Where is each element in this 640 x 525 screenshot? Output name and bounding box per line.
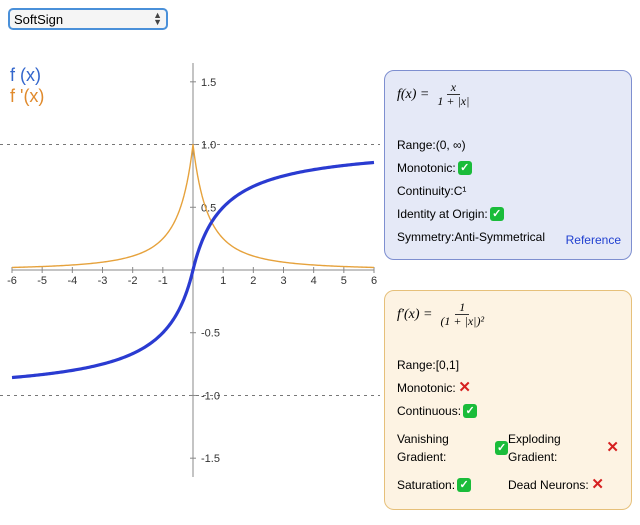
fp-range-label: Range: — [397, 356, 436, 374]
function-chart: -6 -5 -4 -3 -2 -1 1 2 3 4 5 6 -1.5 -1.0 -0.5 0.5 1.0 1.5 — [0, 55, 380, 485]
fp-formula-den: (1 + |x|)² — [436, 315, 488, 328]
svg-text:2: 2 — [250, 275, 256, 287]
prop-label: Saturation: — [397, 476, 455, 494]
svg-text:1.0: 1.0 — [201, 140, 216, 152]
prop-value: C¹ — [454, 182, 467, 200]
f-prop: Monotonic:✓ — [397, 159, 619, 177]
svg-text:0.5: 0.5 — [201, 202, 216, 214]
fp-prop-row: Monotonic:✕ — [397, 379, 619, 397]
prop-label: Continuity: — [397, 182, 454, 200]
svg-text:-5: -5 — [37, 275, 47, 287]
fp-prop-row: Saturation:✓Dead Neurons:✕ — [397, 471, 619, 499]
svg-text:6: 6 — [371, 275, 377, 287]
fp-prop: Exploding Gradient:✕ — [508, 430, 619, 466]
f-formula: f(x) = x 1 + |x| — [397, 81, 619, 108]
svg-text:-1.5: -1.5 — [201, 453, 220, 465]
fp-prop-row: Vanishing Gradient:✓Exploding Gradient:✕ — [397, 425, 619, 471]
fp-range-value: [0,1] — [436, 356, 459, 374]
function-select[interactable]: SoftSign ▲▼ — [8, 8, 168, 30]
f-formula-frac: x 1 + |x| — [433, 81, 473, 108]
f-formula-num: x — [447, 81, 460, 95]
svg-text:-2: -2 — [128, 275, 138, 287]
prop-label: Vanishing Gradient: — [397, 430, 493, 466]
x-icon: ✕ — [458, 381, 472, 395]
f-formula-lhs: f(x) = — [397, 84, 429, 105]
f-prop: Range:(0, ∞) — [397, 136, 619, 154]
fp-formula-lhs: f′(x) = — [397, 304, 432, 325]
function-select-value: SoftSign — [14, 12, 63, 27]
f-info-box: f(x) = x 1 + |x| Range:(0, ∞)Monotonic:✓… — [384, 70, 632, 260]
fp-prop: Vanishing Gradient:✓ — [397, 430, 508, 466]
prop-value: (0, ∞) — [436, 136, 466, 154]
svg-text:3: 3 — [280, 275, 286, 287]
x-icon: ✕ — [606, 441, 619, 455]
fp-range: Range: [0,1] — [397, 356, 619, 374]
prop-label: Exploding Gradient: — [508, 430, 604, 466]
prop-value: Anti-Symmetrical — [454, 228, 545, 246]
prop-label: Monotonic: — [397, 159, 456, 177]
svg-text:-6: -6 — [7, 275, 17, 287]
prop-label: Monotonic: — [397, 379, 456, 397]
prop-label: Identity at Origin: — [397, 205, 488, 223]
check-icon: ✓ — [463, 404, 477, 418]
svg-text:-3: -3 — [98, 275, 108, 287]
fp-formula-num: 1 — [455, 301, 469, 315]
svg-text:1: 1 — [220, 275, 226, 287]
svg-text:-1: -1 — [158, 275, 168, 287]
check-icon: ✓ — [490, 207, 504, 221]
prop-label: Symmetry: — [397, 228, 454, 246]
chevron-updown-icon: ▲▼ — [153, 12, 162, 26]
fp-prop: Saturation:✓ — [397, 476, 508, 494]
f-formula-den: 1 + |x| — [433, 95, 473, 108]
svg-text:-1.0: -1.0 — [201, 390, 220, 402]
fp-info-box: f′(x) = 1 (1 + |x|)² Range: [0,1] Monoto… — [384, 290, 632, 510]
chart-svg: -6 -5 -4 -3 -2 -1 1 2 3 4 5 6 -1.5 -1.0 -0.5 0.5 1.0 1.5 — [0, 55, 380, 485]
prop-label: Continuous: — [397, 402, 461, 420]
fp-formula-frac: 1 (1 + |x|)² — [436, 301, 488, 328]
svg-text:5: 5 — [341, 275, 347, 287]
prop-label: Dead Neurons: — [508, 476, 589, 494]
x-icon: ✕ — [591, 478, 605, 492]
svg-text:1.5: 1.5 — [201, 77, 216, 89]
svg-text:4: 4 — [311, 275, 317, 287]
fp-formula: f′(x) = 1 (1 + |x|)² — [397, 301, 619, 328]
check-icon: ✓ — [495, 441, 508, 455]
svg-text:-4: -4 — [67, 275, 77, 287]
reference-link[interactable]: Reference — [566, 231, 621, 249]
check-icon: ✓ — [458, 161, 472, 175]
fp-prop: Dead Neurons:✕ — [508, 476, 619, 494]
prop-label: Range: — [397, 136, 436, 154]
fp-prop-row: Continuous:✓ — [397, 402, 619, 420]
f-prop: Continuity:C¹ — [397, 182, 619, 200]
check-icon: ✓ — [457, 478, 471, 492]
f-prop: Identity at Origin:✓ — [397, 205, 619, 223]
svg-text:-0.5: -0.5 — [201, 328, 220, 340]
